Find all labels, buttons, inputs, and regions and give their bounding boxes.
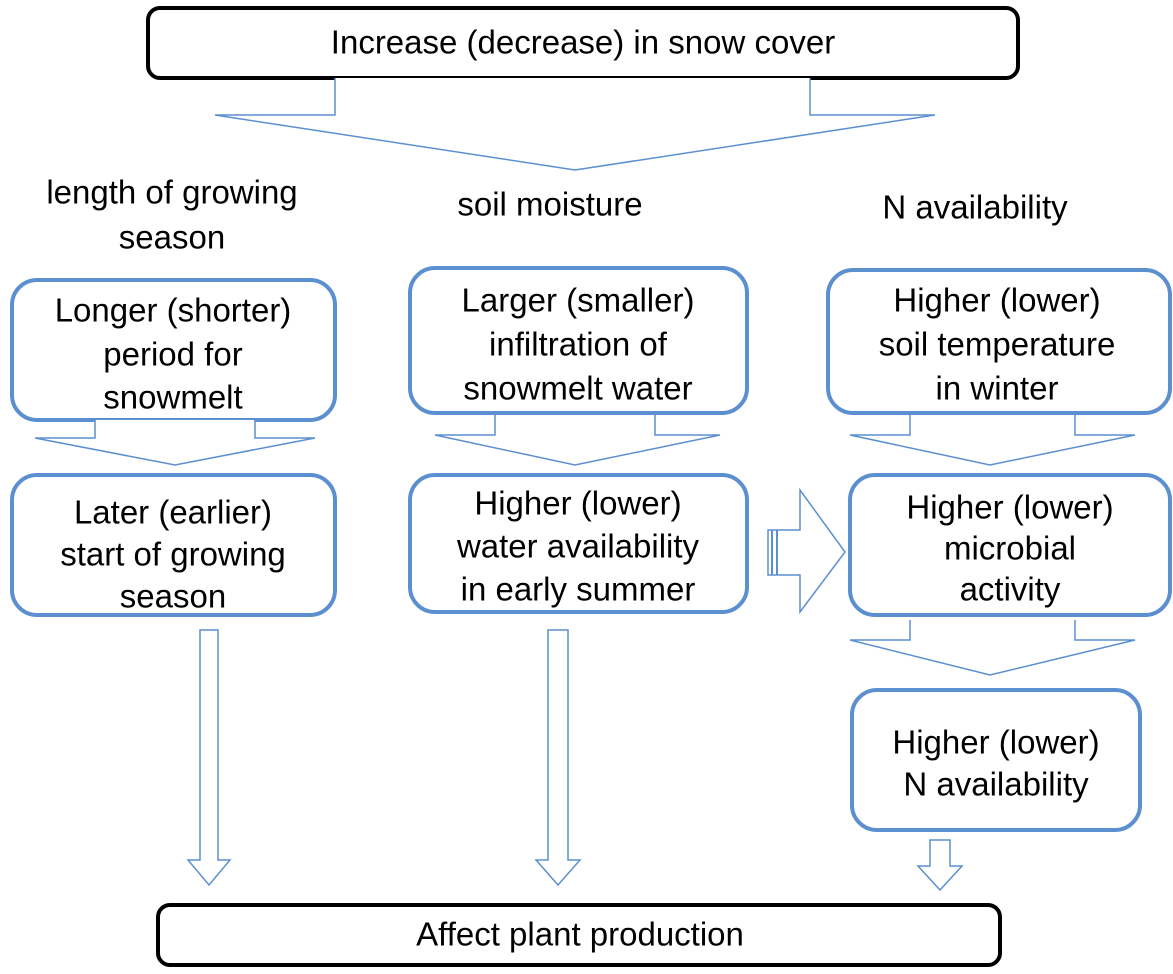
node-label: in winter bbox=[936, 370, 1059, 407]
node-label: start of growing bbox=[60, 536, 286, 573]
node-label: in early summer bbox=[461, 571, 696, 608]
arrow bbox=[767, 487, 846, 615]
node-label: Higher (lower) bbox=[906, 489, 1113, 526]
node-box bbox=[850, 688, 1142, 832]
arrow bbox=[434, 415, 721, 466]
arrow bbox=[916, 839, 964, 892]
node-label: water availability bbox=[456, 528, 700, 565]
column-header: N availability bbox=[882, 189, 1068, 226]
node-box bbox=[408, 266, 749, 415]
arrow bbox=[214, 78, 936, 171]
result-label: Affect plant production bbox=[416, 916, 744, 953]
node-label: snowmelt bbox=[103, 379, 242, 416]
arrow bbox=[186, 629, 232, 887]
node-label: infiltration of bbox=[489, 326, 668, 363]
node-label: snowmelt water bbox=[463, 370, 692, 407]
column-header: season bbox=[119, 219, 225, 256]
node-label: Higher (lower) bbox=[474, 485, 681, 522]
arrow bbox=[849, 620, 1136, 676]
node-label: Longer (shorter) bbox=[55, 292, 292, 329]
node-label: activity bbox=[960, 571, 1061, 608]
result-box bbox=[156, 903, 1002, 967]
arrow bbox=[849, 415, 1136, 466]
node-label: period for bbox=[103, 336, 242, 373]
node-box bbox=[10, 473, 337, 617]
node-label: Larger (smaller) bbox=[462, 282, 695, 319]
node-box bbox=[826, 268, 1172, 415]
node-label: Higher (lower) bbox=[892, 724, 1099, 761]
arrow bbox=[34, 420, 316, 466]
node-label: season bbox=[120, 578, 226, 615]
node-box bbox=[848, 473, 1172, 617]
node-label: Higher (lower) bbox=[893, 282, 1100, 319]
arrow bbox=[534, 629, 582, 887]
column-header: soil moisture bbox=[457, 186, 642, 223]
column-header: length of growing bbox=[46, 174, 297, 211]
node-label: N availability bbox=[903, 766, 1089, 803]
node-box bbox=[408, 473, 749, 614]
node-label: soil temperature bbox=[879, 326, 1116, 363]
node-label: Later (earlier) bbox=[74, 494, 272, 531]
node-label: microbial bbox=[944, 530, 1076, 567]
top-box-label: Increase (decrease) in snow cover bbox=[331, 24, 835, 61]
